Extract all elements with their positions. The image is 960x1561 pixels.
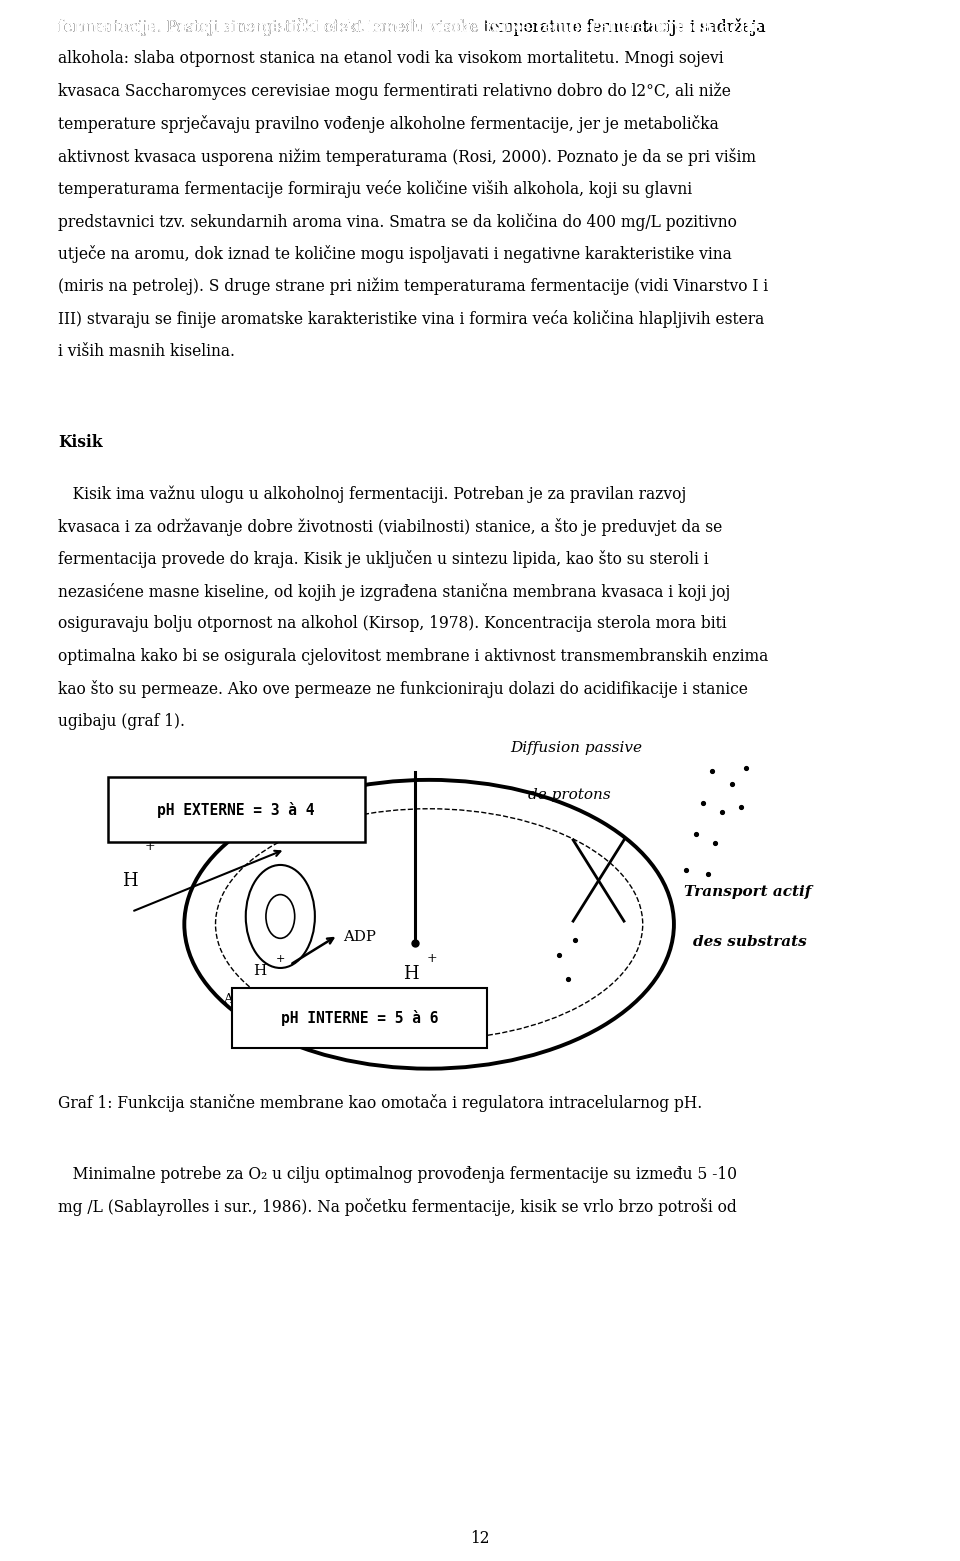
Bar xyxy=(108,777,365,843)
Text: temperaturama fermentacije formiraju veće količine viših alkohola, koji su glavn: temperaturama fermentacije formiraju već… xyxy=(58,181,692,198)
Text: H: H xyxy=(122,871,137,890)
Text: Graf 1: Funkcija stanične membrane kao omotača i regulatora intracelularnog pH.: Graf 1: Funkcija stanične membrane kao o… xyxy=(58,1094,702,1113)
Text: III) stvaraju se finije aromatske karakteristike vina i formira veća količina hl: III) stvaraju se finije aromatske karakt… xyxy=(58,311,764,328)
Text: fermentacije. Postoji sinergistički efekt između visoke temperature fermentacije: fermentacije. Postoji sinergistički efek… xyxy=(58,19,761,36)
Text: fermentacije. Postoji sinergistički efekt između visoke temperature fermentacije: fermentacije. Postoji sinergistički efek… xyxy=(58,19,765,36)
Text: mg /L (Sablayrolles i sur., 1986). Na početku fermentacije, kisik se vrlo brzo p: mg /L (Sablayrolles i sur., 1986). Na po… xyxy=(58,1199,736,1216)
Text: alkohola: slaba otpornost stanica na etanol vodi ka visokom mortalitetu. Mnogi s: alkohola: slaba otpornost stanica na eta… xyxy=(58,50,724,67)
Text: pH EXTERNE = 3 à 4: pH EXTERNE = 3 à 4 xyxy=(157,801,315,818)
Text: predstavnici tzv. sekundarnih aroma vina. Smatra se da količina do 400 mg/L pozi: predstavnici tzv. sekundarnih aroma vina… xyxy=(58,212,737,231)
Text: kao što su permeaze. Ako ove permeaze ne funkcioniraju dolazi do acidifikacije i: kao što su permeaze. Ako ove permeaze ne… xyxy=(58,681,748,698)
Text: aktivnost kvasaca usporena nižim temperaturama (Rosi, 2000). Poznato je da se pr: aktivnost kvasaca usporena nižim tempera… xyxy=(58,148,756,165)
Text: pH INTERNE = 5 à 6: pH INTERNE = 5 à 6 xyxy=(280,1010,439,1026)
Text: +: + xyxy=(276,954,285,963)
Text: +: + xyxy=(145,840,156,852)
Text: temperature sprječavaju pravilno vođenje alkoholne fermentacije, jer je metaboli: temperature sprječavaju pravilno vođenje… xyxy=(58,116,719,133)
Text: P: P xyxy=(238,993,247,1005)
Bar xyxy=(232,988,487,1047)
Text: optimalna kako bi se osigurala cjelovitost membrane i aktivnost transmembranskih: optimalna kako bi se osigurala cjelovito… xyxy=(58,648,768,665)
Text: +: + xyxy=(426,952,437,965)
Text: kvasaca Saccharomyces cerevisiae mogu fermentirati relativno dobro do l2°C, ali : kvasaca Saccharomyces cerevisiae mogu fe… xyxy=(58,83,731,100)
Text: ADP: ADP xyxy=(343,930,375,944)
Text: Diffusion passive: Diffusion passive xyxy=(511,741,643,756)
Text: nezasićene masne kiseline, od kojih je izgrađena stanična membrana kvasaca i koj: nezasićene masne kiseline, od kojih je i… xyxy=(58,582,731,601)
Text: fermentacije. Postoji sinergistički efekt između visoke temperature fermentacije: fermentacije. Postoji sinergistički efek… xyxy=(58,19,765,36)
Text: (miris na petrolej). S druge strane pri nižim temperaturama fermentacije (vidi V: (miris na petrolej). S druge strane pri … xyxy=(58,278,768,295)
Text: H: H xyxy=(253,965,267,979)
Text: fermentacije. Postoji sinergistički efekt između visoke: fermentacije. Postoji sinergistički efek… xyxy=(58,19,484,36)
Text: utječe na aromu, dok iznad te količine mogu ispoljavati i negativne karakteristi: utječe na aromu, dok iznad te količine m… xyxy=(58,245,732,264)
Text: fermentacije. Postoji sinergistički efekt između visoke: fermentacije. Postoji sinergistički efek… xyxy=(58,19,484,36)
Text: i viših masnih kiselina.: i viših masnih kiselina. xyxy=(58,343,235,359)
Text: 12: 12 xyxy=(470,1530,490,1547)
Text: Kisik: Kisik xyxy=(58,434,103,451)
Text: osiguravaju bolju otpornost na alkohol (Kirsop, 1978). Koncentracija sterola mor: osiguravaju bolju otpornost na alkohol (… xyxy=(58,615,727,632)
Text: Transport actif: Transport actif xyxy=(684,885,811,899)
Text: Kisik ima važnu ulogu u alkoholnoj fermentaciji. Potreban je za pravilan razvoj: Kisik ima važnu ulogu u alkoholnoj ferme… xyxy=(58,485,686,503)
Text: H: H xyxy=(403,965,419,983)
Text: de protons: de protons xyxy=(528,788,611,802)
Text: kvasaca i za održavanje dobre životnosti (viabilnosti) stanice, a što je preduvj: kvasaca i za održavanje dobre životnosti… xyxy=(58,518,722,535)
Text: A: A xyxy=(223,993,232,1005)
Text: Minimalne potrebe za O₂ u cilju optimalnog provođenja fermentacije su između 5 -: Minimalne potrebe za O₂ u cilju optimaln… xyxy=(58,1166,737,1183)
Text: ugibaju (graf 1).: ugibaju (graf 1). xyxy=(58,713,185,731)
Text: fermentacija provede do kraja. Kisik je uključen u sintezu lipida, kao što su st: fermentacija provede do kraja. Kisik je … xyxy=(58,551,708,568)
Text: des substrats: des substrats xyxy=(693,935,806,949)
